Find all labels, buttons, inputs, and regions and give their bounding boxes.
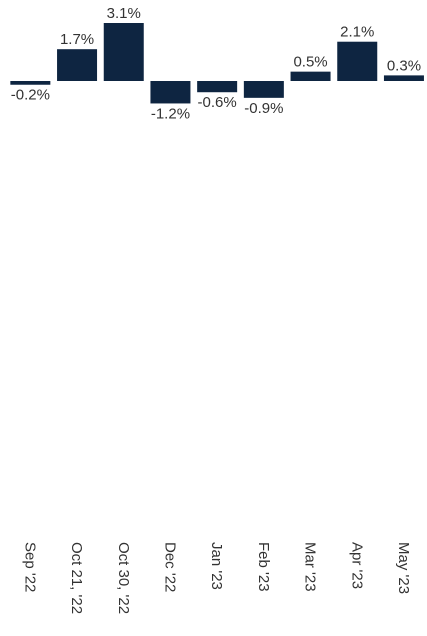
x-tick-label: Jan '23 — [208, 542, 225, 590]
bar — [57, 49, 98, 81]
value-label: 1.7% — [60, 31, 94, 48]
value-label: 0.3% — [387, 57, 421, 74]
bar — [243, 81, 284, 98]
value-label: -1.2% — [151, 105, 190, 122]
bar — [150, 81, 191, 104]
value-label: -0.2% — [11, 87, 50, 104]
bar — [10, 81, 51, 85]
value-label: -0.9% — [244, 100, 283, 117]
x-tick-label: Sep '22 — [21, 542, 38, 592]
value-label: 3.1% — [107, 5, 141, 22]
x-tick-label: Oct 21, '22 — [68, 542, 85, 614]
bar — [383, 75, 424, 81]
x-tick-label: Mar '23 — [302, 542, 319, 592]
x-tick-label: Oct 30, '22 — [115, 542, 132, 614]
value-label: 2.1% — [340, 24, 374, 41]
value-label: -0.6% — [198, 94, 237, 111]
x-tick-label: Apr '23 — [348, 542, 365, 589]
bar — [337, 41, 378, 81]
x-tick-label: Feb '23 — [255, 542, 272, 592]
value-label: 0.5% — [293, 54, 327, 71]
bar — [290, 71, 331, 81]
bar — [103, 23, 144, 81]
x-tick-label: Dec '22 — [161, 542, 178, 592]
bar — [197, 81, 238, 93]
x-tick-label: May '23 — [395, 542, 412, 594]
